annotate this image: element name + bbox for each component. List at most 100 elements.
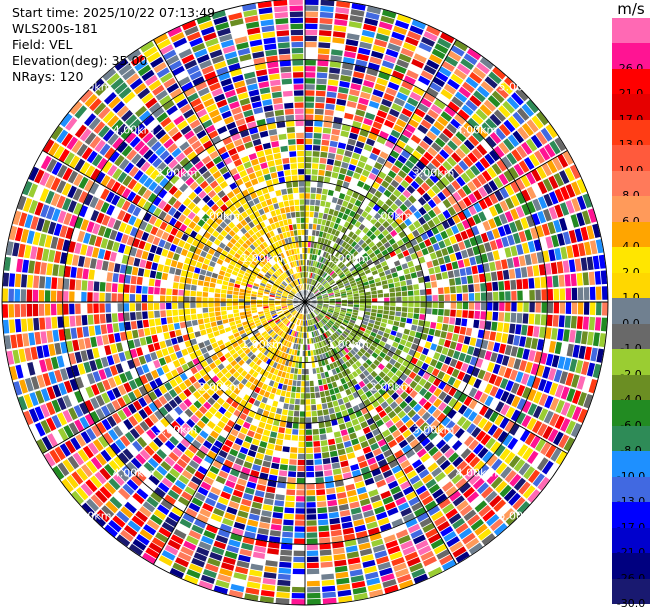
velocity-gate	[331, 49, 343, 56]
velocity-gate	[316, 477, 325, 483]
velocity-gate	[301, 393, 305, 398]
velocity-gate	[383, 310, 389, 314]
velocity-gate	[312, 163, 319, 169]
velocity-gate	[319, 385, 324, 391]
velocity-gate	[212, 273, 218, 279]
velocity-gate	[264, 455, 272, 462]
velocity-gate	[337, 199, 343, 206]
velocity-gate	[350, 15, 364, 23]
velocity-gate	[175, 269, 182, 276]
velocity-gate	[554, 289, 560, 301]
velocity-gate	[366, 295, 371, 298]
velocity-gate	[51, 317, 57, 329]
velocity-gate	[317, 60, 328, 66]
velocity-gate	[307, 581, 320, 587]
velocity-gate	[359, 308, 365, 311]
velocity-gate	[578, 302, 584, 315]
velocity-gate	[354, 305, 360, 308]
velocity-gate	[352, 153, 360, 160]
velocity-gate	[497, 271, 503, 281]
velocity-gate	[148, 303, 154, 310]
velocity-gate	[207, 266, 214, 272]
velocity-gate	[328, 439, 335, 445]
velocity-gate	[360, 296, 366, 299]
velocity-gate	[438, 309, 444, 316]
velocity-gate	[87, 304, 93, 314]
velocity-gate	[204, 259, 211, 265]
velocity-gate	[239, 306, 244, 309]
velocity-gate	[444, 309, 450, 316]
velocity-gate	[326, 427, 333, 433]
velocity-gate	[400, 317, 406, 322]
velocity-gate	[332, 462, 340, 469]
velocity-gate	[565, 316, 571, 328]
velocity-gate	[259, 402, 266, 409]
velocity-gate	[399, 275, 405, 281]
velocity-gate	[347, 427, 355, 434]
velocity-gate	[347, 101, 357, 108]
velocity-gate	[348, 300, 353, 302]
velocity-gate	[229, 318, 235, 323]
velocity-gate	[269, 437, 276, 444]
velocity-gate	[314, 243, 318, 249]
velocity-gate	[320, 391, 325, 397]
velocity-gate	[283, 526, 294, 532]
velocity-gate	[179, 183, 188, 192]
velocity-gate	[457, 294, 463, 301]
velocity-gate	[154, 311, 160, 318]
velocity-gate	[274, 500, 284, 506]
velocity-gate	[190, 303, 195, 308]
velocity-gate	[207, 421, 216, 429]
velocity-gate	[9, 319, 15, 333]
velocity-gate	[295, 362, 299, 368]
velocity-gate	[350, 158, 358, 165]
velocity-gate	[163, 332, 170, 339]
velocity-gate	[142, 295, 147, 302]
velocity-gate	[305, 30, 317, 36]
velocity-gate	[308, 242, 311, 247]
velocity-gate	[346, 144, 354, 151]
velocity-gate	[322, 219, 327, 225]
velocity-gate	[258, 528, 269, 535]
velocity-gate	[305, 42, 317, 48]
velocity-gate	[316, 188, 322, 194]
velocity-gate	[338, 399, 344, 406]
velocity-gate	[317, 404, 322, 410]
velocity-gate	[292, 386, 297, 392]
velocity-gate	[45, 317, 51, 329]
velocity-gate	[21, 304, 27, 317]
velocity-gate	[299, 363, 302, 369]
velocity-gate	[300, 417, 305, 422]
velocity-gate	[430, 274, 436, 281]
velocity-gate	[305, 60, 316, 66]
velocity-gate	[330, 141, 338, 148]
velocity-gate	[305, 357, 308, 362]
velocity-gate	[271, 463, 279, 470]
velocity-gate	[21, 319, 27, 332]
velocity-gate	[565, 274, 571, 286]
velocity-gate	[112, 283, 118, 292]
velocity-gate	[316, 225, 320, 231]
velocity-gate	[340, 168, 347, 175]
velocity-gate	[34, 332, 41, 345]
velocity-gate	[106, 283, 112, 292]
velocity-gate	[559, 275, 565, 287]
velocity-gate	[208, 298, 213, 302]
velocity-gate	[360, 299, 365, 302]
velocity-gate	[318, 170, 325, 176]
velocity-gate	[305, 199, 310, 204]
velocity-gate	[295, 526, 305, 532]
velocity-gate	[210, 317, 216, 322]
velocity-gate	[305, 36, 317, 42]
velocity-gate	[130, 312, 136, 320]
velocity-gate	[278, 476, 287, 482]
velocity-gate	[341, 516, 352, 523]
velocity-gate	[52, 264, 59, 276]
velocity-gate	[324, 372, 329, 378]
velocity-gate	[315, 386, 320, 392]
velocity-gate	[473, 275, 479, 283]
velocity-gate	[329, 408, 335, 414]
velocity-gate	[294, 532, 305, 538]
velocity-gate	[33, 304, 39, 316]
velocity-gate	[527, 326, 534, 337]
